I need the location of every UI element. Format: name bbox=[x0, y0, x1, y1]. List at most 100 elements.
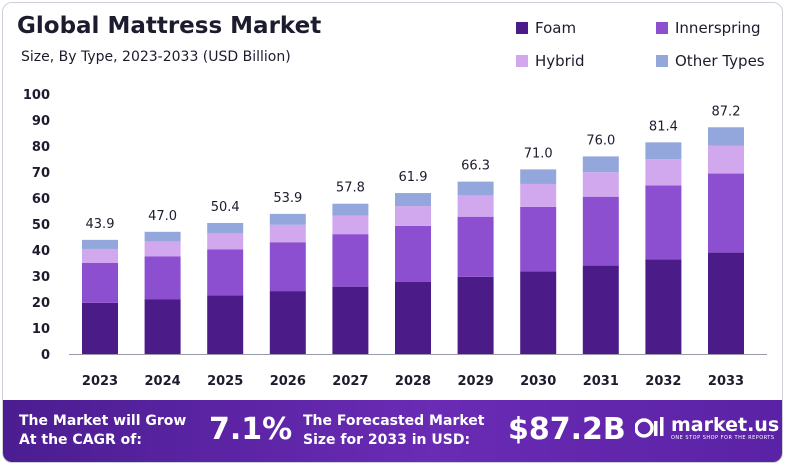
bar-segment-other-types-2023 bbox=[82, 239, 118, 249]
legend-label-innerspring: Innerspring bbox=[675, 19, 761, 37]
bar-segment-hybrid-2027 bbox=[332, 215, 369, 235]
bar-segment-innerspring-2032 bbox=[645, 185, 682, 260]
bar-total-label-2031: 76.0 bbox=[586, 133, 615, 148]
bar-segment-innerspring-2031 bbox=[582, 196, 619, 266]
chart-subtitle: Size, By Type, 2023-2033 (USD Billion) bbox=[21, 49, 291, 65]
bar-segment-other-types-2024 bbox=[144, 231, 181, 242]
bar-segment-innerspring-2033 bbox=[708, 173, 744, 253]
cagr-label-line1: The Market will Grow bbox=[19, 413, 187, 429]
bar-total-label-2029: 66.3 bbox=[461, 159, 490, 174]
bar-segment-hybrid-2026 bbox=[269, 224, 306, 243]
bar-total-label-2024: 47.0 bbox=[148, 209, 177, 224]
legend-label-foam: Foam bbox=[535, 19, 577, 37]
bar-segment-foam-2025 bbox=[207, 295, 244, 354]
bar-segment-other-types-2027 bbox=[332, 203, 369, 216]
bar-segment-foam-2033 bbox=[708, 252, 744, 354]
legend-item-innerspring: Innerspring bbox=[656, 19, 761, 37]
bar-segment-foam-2029 bbox=[457, 276, 494, 354]
cagr-label: The Market will Grow At the CAGR of: bbox=[19, 412, 186, 450]
y-axis: 0 10 20 30 40 50 60 70 80 90 100 bbox=[23, 88, 50, 363]
x-axis: 2023 2024 2025 2026 2027 2028 2029 2030 2031 2032… bbox=[69, 354, 767, 389]
y-tick-label: 90 bbox=[32, 114, 50, 129]
x-tick-label-2023: 2023 bbox=[82, 374, 118, 389]
brand-name: market.us bbox=[671, 414, 780, 436]
brand-logo: market.us ONE STOP SHOP FOR THE REPORTS bbox=[635, 415, 779, 441]
bar-segment-foam-2032 bbox=[645, 259, 682, 354]
forecast-label-line2: Size for 2033 in USD: bbox=[303, 432, 471, 448]
x-tick-label-2028: 2028 bbox=[395, 374, 431, 389]
legend-item-hybrid: Hybrid bbox=[516, 52, 585, 70]
bar-segment-innerspring-2027 bbox=[332, 234, 369, 287]
bar-segment-hybrid-2031 bbox=[582, 172, 619, 197]
x-tick-label-2025: 2025 bbox=[207, 374, 243, 389]
bar-total-label-2027: 57.8 bbox=[336, 181, 365, 196]
x-tick-label-2031: 2031 bbox=[583, 374, 619, 389]
legend-item-foam: Foam bbox=[516, 19, 576, 37]
bars-group: 43.9 47.0 50.4 53.9 57.8 61.9 66.3 71.0 76.0 81.4… bbox=[82, 104, 744, 354]
summary-banner: The Market will Grow At the CAGR of: 7.1… bbox=[3, 400, 782, 462]
bar-segment-hybrid-2030 bbox=[520, 183, 557, 207]
bar-total-label-2030: 71.0 bbox=[524, 146, 553, 161]
legend-swatch-foam bbox=[516, 22, 528, 34]
bar-segment-hybrid-2032 bbox=[645, 159, 682, 186]
x-tick-label-2029: 2029 bbox=[458, 374, 494, 389]
bar-segment-hybrid-2025 bbox=[207, 233, 244, 250]
bar-segment-other-types-2025 bbox=[207, 222, 244, 234]
y-tick-label: 50 bbox=[32, 218, 50, 233]
bar-total-label-2023: 43.9 bbox=[86, 217, 115, 232]
y-tick-label: 10 bbox=[32, 322, 50, 337]
legend-label-hybrid: Hybrid bbox=[535, 52, 585, 70]
y-tick-label: 20 bbox=[32, 296, 50, 311]
bar-segment-foam-2024 bbox=[144, 299, 181, 354]
bar-segment-foam-2023 bbox=[82, 302, 118, 354]
bar-segment-innerspring-2023 bbox=[82, 263, 118, 303]
bar-segment-foam-2030 bbox=[520, 271, 557, 354]
bar-segment-other-types-2028 bbox=[395, 193, 431, 207]
bar-segment-other-types-2032 bbox=[645, 142, 682, 160]
bar-segment-other-types-2033 bbox=[708, 127, 744, 146]
x-tick-label-2026: 2026 bbox=[270, 374, 306, 389]
y-tick-label: 0 bbox=[41, 348, 50, 363]
y-tick-label: 100 bbox=[23, 88, 50, 103]
y-tick-label: 30 bbox=[32, 270, 50, 285]
bar-segment-other-types-2030 bbox=[520, 169, 557, 184]
market-us-logo-icon bbox=[635, 417, 664, 438]
bar-segment-foam-2028 bbox=[395, 281, 431, 354]
cagr-label-line2: At the CAGR of: bbox=[19, 432, 142, 448]
bar-segment-hybrid-2023 bbox=[82, 248, 118, 263]
bar-segment-hybrid-2024 bbox=[144, 241, 181, 257]
bar-segment-hybrid-2029 bbox=[457, 195, 494, 217]
bar-segment-foam-2026 bbox=[269, 291, 306, 354]
bar-total-label-2025: 50.4 bbox=[211, 200, 240, 215]
bar-segment-innerspring-2026 bbox=[269, 242, 306, 292]
legend-swatch-hybrid bbox=[516, 55, 528, 67]
bar-segment-foam-2031 bbox=[582, 265, 619, 354]
bar-total-label-2032: 81.4 bbox=[649, 119, 678, 134]
bar-segment-foam-2027 bbox=[332, 286, 369, 354]
y-tick-label: 60 bbox=[32, 192, 50, 207]
bar-segment-innerspring-2028 bbox=[395, 225, 431, 282]
bar-segment-other-types-2029 bbox=[457, 181, 494, 196]
bar-segment-hybrid-2033 bbox=[708, 145, 744, 174]
bar-segment-innerspring-2029 bbox=[457, 216, 494, 277]
brand-tagline: ONE STOP SHOP FOR THE REPORTS bbox=[671, 435, 775, 441]
x-tick-label-2030: 2030 bbox=[520, 374, 556, 389]
bar-segment-innerspring-2025 bbox=[207, 249, 244, 296]
x-tick-label-2027: 2027 bbox=[332, 374, 368, 389]
legend-item-other-types: Other Types bbox=[656, 52, 765, 70]
bar-segment-hybrid-2028 bbox=[395, 206, 431, 226]
forecast-label: The Forecasted Market Size for 2033 in U… bbox=[303, 412, 484, 450]
y-tick-label: 40 bbox=[32, 244, 50, 259]
y-tick-label: 70 bbox=[32, 166, 50, 181]
bar-total-label-2028: 61.9 bbox=[399, 170, 428, 185]
bar-total-label-2026: 53.9 bbox=[273, 191, 302, 206]
legend-swatch-innerspring bbox=[656, 22, 668, 34]
forecast-label-line1: The Forecasted Market bbox=[303, 413, 485, 429]
bar-segment-innerspring-2030 bbox=[520, 206, 557, 272]
legend-label-other-types: Other Types bbox=[675, 52, 765, 70]
bar-segment-innerspring-2024 bbox=[144, 256, 181, 300]
bar-total-label-2033: 87.2 bbox=[712, 104, 741, 119]
bar-segment-other-types-2031 bbox=[582, 156, 619, 173]
